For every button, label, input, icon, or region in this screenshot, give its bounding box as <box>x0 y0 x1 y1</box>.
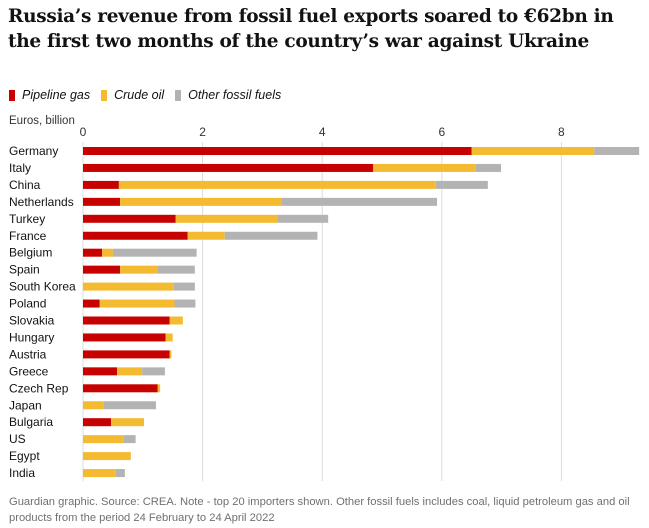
bar-segment <box>102 248 113 257</box>
bar-segment <box>165 333 173 342</box>
bar-segment <box>157 384 161 393</box>
category-label: France <box>9 229 47 243</box>
category-label: India <box>9 466 35 480</box>
category-label: Italy <box>9 161 31 175</box>
category-label: Turkey <box>9 212 45 226</box>
bar-segment <box>83 147 472 155</box>
bar-segment <box>123 435 136 444</box>
legend-swatch-other-fossil-fuels <box>175 89 182 101</box>
bar-segment <box>83 418 112 427</box>
x-tick-label: 2 <box>199 126 206 139</box>
category-label: Slovakia <box>9 314 55 328</box>
bar-segment <box>175 214 278 223</box>
legend-label-crude-oil: Crude oil <box>114 88 165 102</box>
x-tick-label: 4 <box>319 126 326 139</box>
legend-item-crude-oil: Crude oil <box>101 88 164 102</box>
category-label: Czech Rep <box>9 381 69 395</box>
bar-segment <box>118 180 436 189</box>
bar-segment <box>112 248 197 257</box>
legend-item-other-fossil-fuels: Other fossil fuels <box>175 88 281 102</box>
bar-segment <box>594 147 640 155</box>
category-label: China <box>9 178 41 192</box>
category-label: Belgium <box>9 246 52 260</box>
bar-segment <box>115 469 125 478</box>
bar-segment <box>99 299 175 308</box>
bar-segment <box>169 316 183 325</box>
bar-segment <box>157 265 195 274</box>
axis-unit-label: Euros, billion <box>9 115 75 127</box>
legend-label-pipeline-gas: Pipeline gas <box>22 88 91 102</box>
category-label: Austria <box>9 347 47 361</box>
category-label: Poland <box>9 297 46 311</box>
bar-segment <box>174 299 196 308</box>
bar-segment <box>435 180 488 189</box>
bar-segment <box>120 197 282 206</box>
bar-segment <box>83 265 121 274</box>
x-tick-label: 8 <box>558 126 565 139</box>
bar-segment <box>173 282 195 291</box>
bar-segment <box>120 265 158 274</box>
x-tick-label: 6 <box>438 126 445 139</box>
category-label: Hungary <box>9 330 54 344</box>
bar-segment <box>169 350 172 359</box>
bar-segment <box>83 299 100 308</box>
bar-segment <box>277 214 329 223</box>
bar-segment <box>83 248 103 257</box>
bar-segment <box>83 452 131 461</box>
bar-segment <box>83 316 170 325</box>
bar-segment <box>142 367 165 376</box>
chart-title: Russia’s revenue from fossil fuel export… <box>8 6 614 52</box>
bar-segment <box>83 231 188 240</box>
category-label: Bulgaria <box>9 415 53 429</box>
category-label: Netherlands <box>9 195 74 209</box>
bar-segment <box>83 197 121 206</box>
bar-segment <box>83 367 118 376</box>
bar-segment <box>83 469 116 478</box>
bar-segment <box>83 401 104 410</box>
category-label: Egypt <box>9 449 40 463</box>
bar-segment <box>373 163 476 172</box>
stacked-bar-chart: 0 2 4 6 8 Germany Italy China Netherlands Turkey F… <box>9 126 640 482</box>
bar-segment <box>117 367 143 376</box>
category-label: US <box>9 432 26 446</box>
legend-item-pipeline-gas: Pipeline gas <box>9 88 90 102</box>
legend-swatch-pipeline-gas <box>9 89 15 101</box>
bar-segment <box>83 163 374 172</box>
x-tick-label: 0 <box>80 126 87 139</box>
bar-segment <box>111 418 144 427</box>
bar-segment <box>83 333 166 342</box>
source-note: Guardian graphic. Source: CREA. Note - t… <box>9 496 630 524</box>
category-label: Germany <box>9 144 58 158</box>
bar-segment <box>224 231 318 240</box>
bar-segment <box>103 401 156 410</box>
bar-segment <box>83 214 176 223</box>
category-label: Greece <box>9 364 49 378</box>
bar-segment <box>471 147 595 155</box>
bar-segment <box>83 180 119 189</box>
category-label: South Korea <box>9 280 76 294</box>
bar-segment <box>475 163 502 172</box>
chart-legend: Pipeline gas Crude oil Other fossil fuel… <box>9 88 292 102</box>
legend-swatch-crude-oil <box>101 89 108 101</box>
bar-segment <box>83 384 158 393</box>
bar-segment <box>83 282 174 291</box>
category-label: Spain <box>9 263 40 277</box>
bar-segment <box>83 435 124 444</box>
category-label: Japan <box>9 398 42 412</box>
bar-segment <box>281 197 438 206</box>
bar-segment <box>83 350 170 359</box>
legend-label-other-fossil-fuels: Other fossil fuels <box>188 88 282 102</box>
bar-segment <box>187 231 225 240</box>
